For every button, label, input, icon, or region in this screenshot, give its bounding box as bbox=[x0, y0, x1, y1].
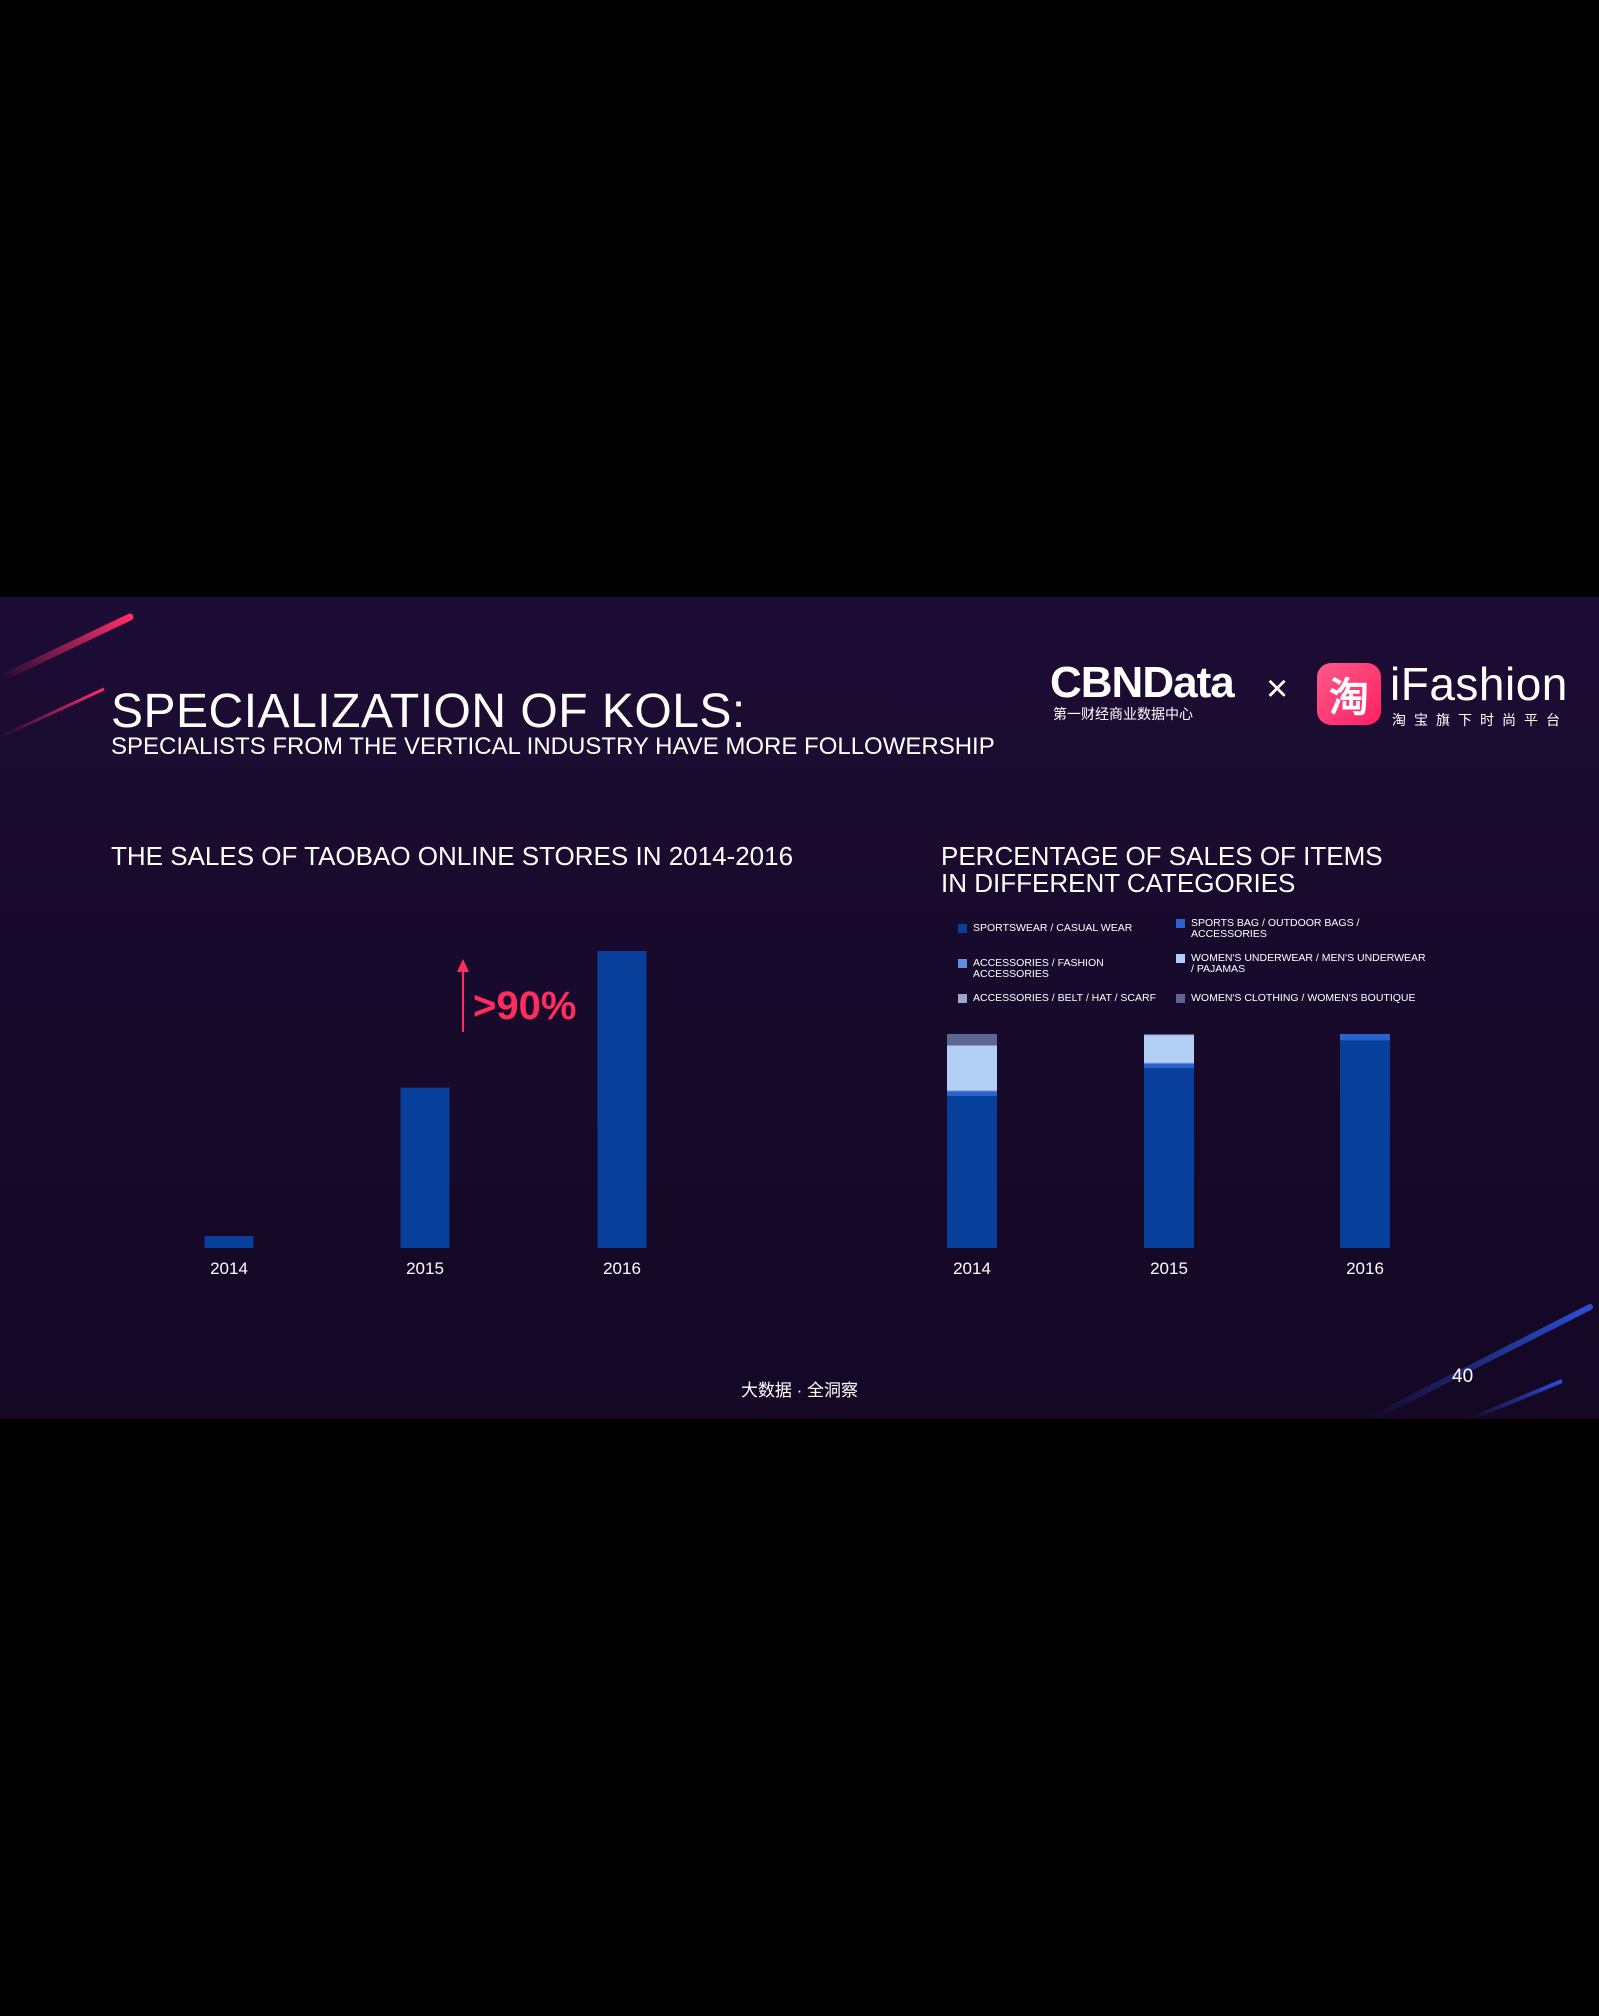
legend-swatch bbox=[958, 959, 967, 968]
stacked-segment-2014-4 bbox=[947, 1044, 997, 1046]
stacked-segment-2015-5 bbox=[1144, 1034, 1194, 1036]
stacked-segment-2015-0 bbox=[1144, 1068, 1194, 1248]
red-streak bbox=[0, 613, 134, 683]
stacked-segment-2015-2 bbox=[1144, 1062, 1194, 1064]
legend-swatch bbox=[958, 924, 967, 933]
cbndata-logo-subtitle: 第一财经商业数据中心 bbox=[1053, 706, 1193, 722]
legend-label: WOMEN'S UNDERWEAR / MEN'S UNDERWEAR / PA… bbox=[1191, 952, 1426, 975]
sales-bar-2014 bbox=[204, 1236, 254, 1248]
right-chart-title-line2: IN DIFFERENT CATEGORIES bbox=[941, 868, 1296, 898]
category-x-tick-label: 2016 bbox=[1346, 1259, 1384, 1278]
legend-swatch bbox=[958, 994, 967, 1003]
legend-label: WOMEN'S CLOTHING / WOMEN'S BOUTIQUE bbox=[1191, 992, 1416, 1004]
legend-swatch bbox=[1176, 919, 1185, 928]
left-chart-title: THE SALES OF TAOBAO ONLINE STORES IN 201… bbox=[111, 841, 794, 871]
slide-subtitle: SPECIALISTS FROM THE VERTICAL INDUSTRY H… bbox=[111, 733, 995, 760]
stacked-segment-2014-3 bbox=[947, 1045, 997, 1091]
stacked-segment-2014-2 bbox=[947, 1090, 997, 1092]
legend-item: WOMEN'S UNDERWEAR / MEN'S UNDERWEAR / PA… bbox=[1176, 953, 1426, 975]
legend-item: SPORTS BAG / OUTDOOR BAGS / ACCESSORIES bbox=[1176, 918, 1426, 940]
stacked-segment-2015-3 bbox=[1144, 1035, 1194, 1063]
category-x-tick-label: 2014 bbox=[953, 1259, 991, 1278]
sales-x-tick-label: 2015 bbox=[406, 1259, 444, 1278]
stacked-segment-2016-0 bbox=[1340, 1040, 1390, 1248]
legend-swatch bbox=[1176, 954, 1185, 963]
sales-bar-chart: 2014 2015 2016 >90% bbox=[204, 951, 647, 1278]
blue-streak bbox=[1367, 1304, 1593, 1419]
legend-label: SPORTS BAG / OUTDOOR BAGS / ACCESSORIES bbox=[1191, 917, 1360, 940]
stacked-segment-2015-1 bbox=[1144, 1063, 1194, 1069]
stacked-segment-2014-1 bbox=[947, 1091, 997, 1097]
page-number: 40 bbox=[1452, 1366, 1474, 1387]
slide-title: SPECIALIZATION OF KOLS: bbox=[111, 685, 746, 738]
legend-item: WOMEN'S CLOTHING / WOMEN'S BOUTIQUE bbox=[1176, 993, 1416, 1004]
ifashion-logo-subtitle: 淘宝旗下时尚平台 bbox=[1392, 712, 1568, 728]
decorative-streaks bbox=[0, 613, 1593, 1419]
legend-label: ACCESSORIES / BELT / HAT / SCARF bbox=[973, 992, 1157, 1004]
stacked-segment-2014-0 bbox=[947, 1096, 997, 1248]
growth-annotation: >90% bbox=[473, 984, 576, 1028]
right-chart-title-line1: PERCENTAGE OF SALES OF ITEMS bbox=[941, 841, 1383, 871]
slide: SPECIALIZATION OF KOLS: SPECIALISTS FROM… bbox=[0, 597, 1599, 1419]
stacked-segment-2014-5 bbox=[947, 1034, 997, 1045]
sales-bar-2015 bbox=[400, 1087, 450, 1248]
category-stacked-bar-chart: 2014 2015 2016 bbox=[947, 1034, 1390, 1278]
taobao-logo-icon: 淘 bbox=[1317, 663, 1381, 725]
stacked-segment-2016-1 bbox=[1340, 1034, 1390, 1041]
legend-item: ACCESSORIES / FASHION ACCESSORIES bbox=[958, 958, 1173, 980]
ifashion-logo: iFashion bbox=[1390, 658, 1568, 710]
red-streak-thin bbox=[0, 687, 105, 739]
category-x-tick-label: 2015 bbox=[1150, 1259, 1188, 1278]
sales-x-tick-label: 2014 bbox=[210, 1259, 248, 1278]
legend-label: SPORTSWEAR / CASUAL WEAR bbox=[973, 922, 1133, 934]
legend-item: SPORTSWEAR / CASUAL WEAR bbox=[958, 923, 1132, 934]
legend-label: ACCESSORIES / FASHION ACCESSORIES bbox=[973, 957, 1104, 980]
cbndata-logo: CBNData bbox=[1050, 658, 1235, 707]
slide-footer: 大数据 · 全洞察 bbox=[740, 1381, 859, 1400]
sales-x-tick-label: 2016 bbox=[603, 1259, 641, 1278]
legend-item: ACCESSORIES / BELT / HAT / SCARF bbox=[958, 993, 1156, 1004]
sales-bar-2016 bbox=[597, 951, 647, 1248]
growth-arrowhead-icon bbox=[457, 959, 469, 972]
legend-swatch bbox=[1176, 994, 1185, 1003]
times-icon: × bbox=[1266, 668, 1289, 710]
blue-streak-short bbox=[1469, 1379, 1563, 1419]
